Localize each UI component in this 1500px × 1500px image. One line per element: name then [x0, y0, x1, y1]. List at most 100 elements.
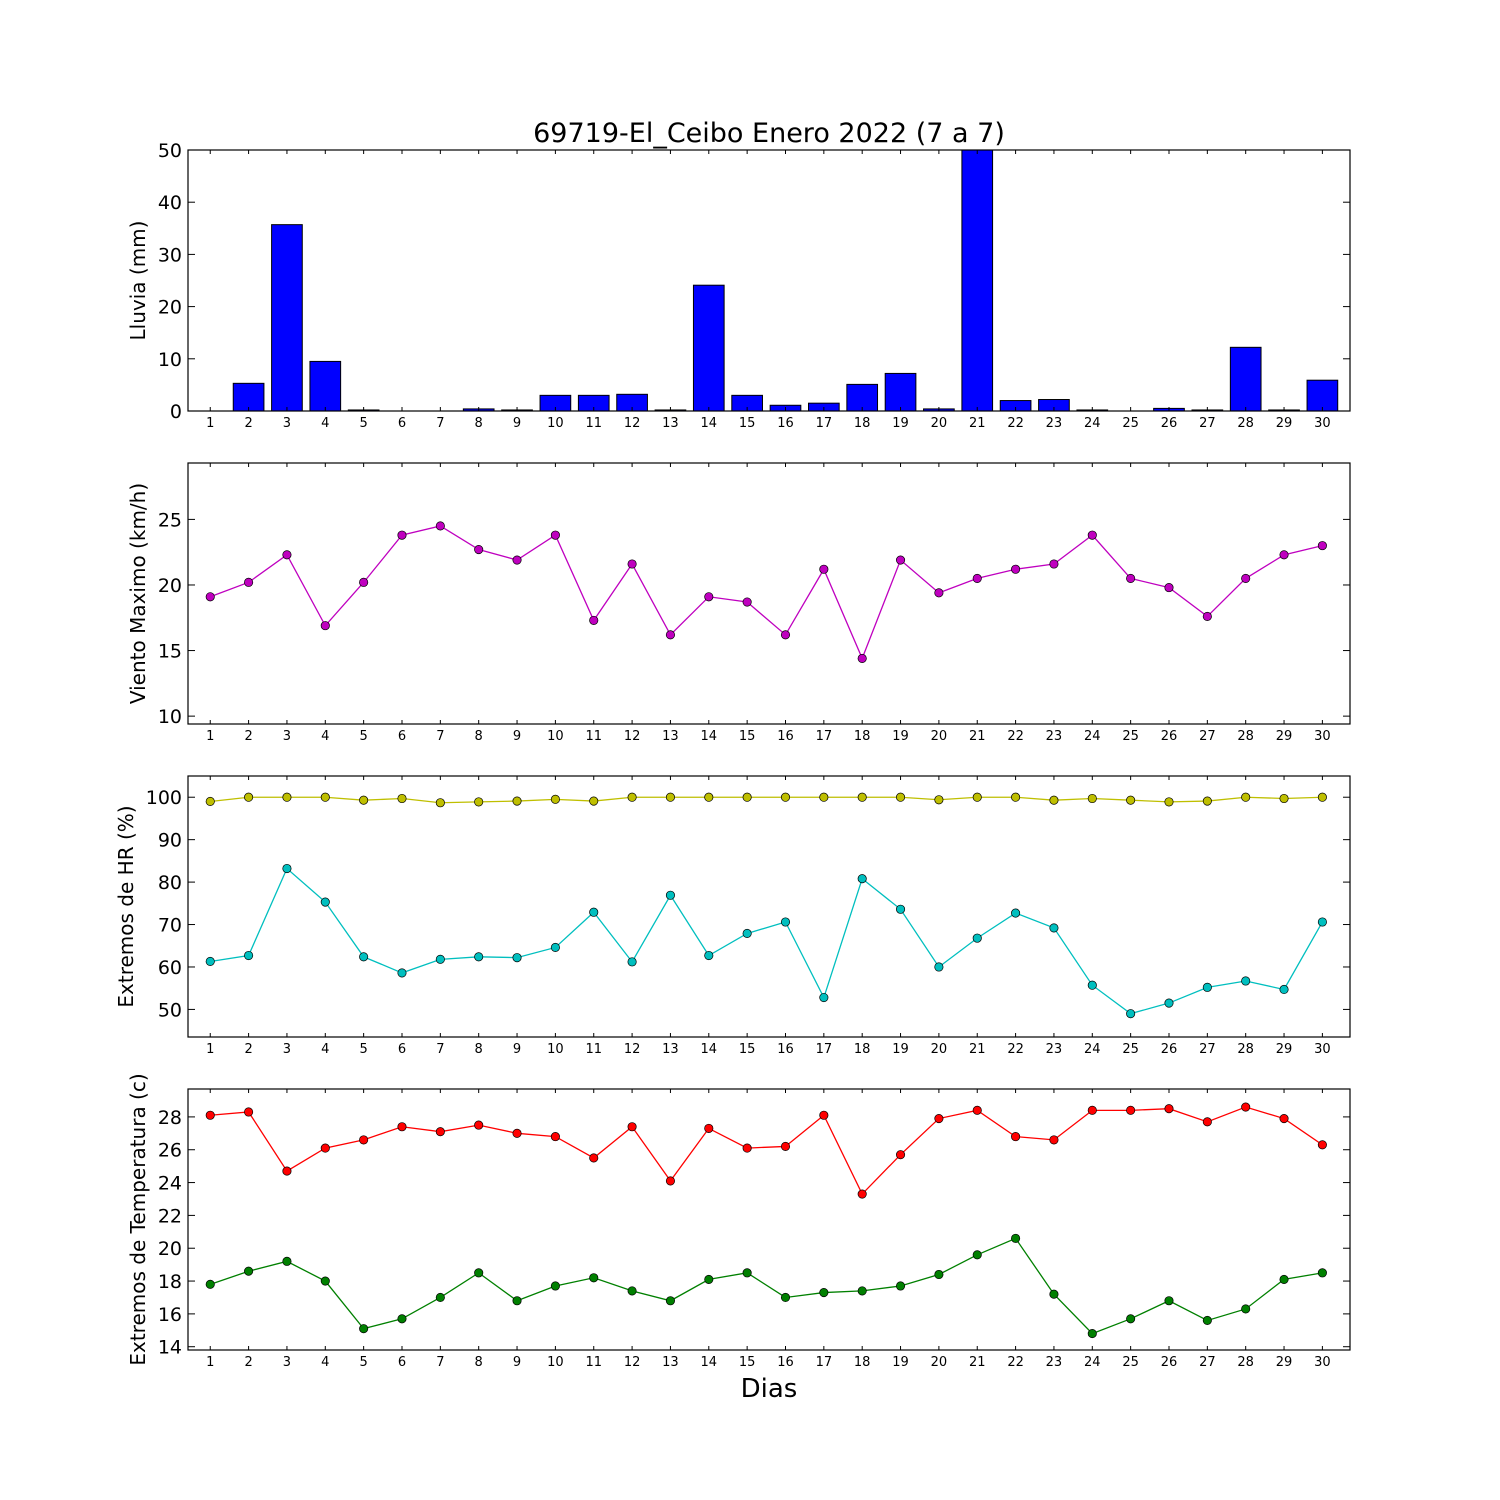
wind-x-tick-label: 22 — [1007, 729, 1024, 744]
temperature-point — [780, 1292, 791, 1303]
wind-x-tick-label: 23 — [1046, 729, 1063, 744]
humidity-point — [1126, 795, 1136, 805]
wind-point — [1317, 541, 1327, 551]
temperature-point — [1087, 1105, 1097, 1115]
humidity-point — [704, 792, 714, 802]
wind-point — [704, 592, 714, 602]
temperature-point — [244, 1107, 254, 1117]
wind-point — [205, 592, 215, 602]
humidity-x-tick-label: 19 — [892, 1042, 909, 1057]
humidity-x-tick-label: 12 — [624, 1042, 641, 1057]
wind-x-tick-label: 30 — [1314, 729, 1331, 744]
wind-x-tick-label: 14 — [701, 729, 718, 744]
rain-x-tick-label: 18 — [854, 416, 871, 431]
rain-x-tick-label: 19 — [892, 416, 909, 431]
humidity-x-tick-label: 17 — [816, 1042, 833, 1057]
wind-y-tick-label: 20 — [158, 575, 182, 597]
wind-x-tick-label: 28 — [1237, 729, 1254, 744]
temperature-x-tick-label: 23 — [1046, 1355, 1063, 1370]
temperature-point — [857, 1286, 867, 1296]
wind-point — [474, 545, 484, 555]
temperature-x-tick-label: 8 — [475, 1355, 483, 1370]
temperature-point — [359, 1135, 369, 1145]
rain-x-tick-label: 4 — [321, 416, 329, 431]
rain-x-tick-label: 17 — [816, 416, 833, 431]
temperature-x-tick-label: 24 — [1084, 1355, 1101, 1370]
humidity-point — [1241, 792, 1251, 802]
humidity-axes-frame — [187, 775, 1351, 1038]
humidity-x-tick-label: 13 — [662, 1042, 679, 1057]
wind-point — [320, 621, 330, 631]
temperature-x-tick-label: 18 — [854, 1355, 871, 1370]
wind-x-tick-label: 15 — [739, 729, 756, 744]
humidity-point — [244, 950, 254, 961]
rain-axes-frame — [187, 149, 1351, 412]
temperature-point — [589, 1273, 599, 1283]
humidity-point — [1011, 792, 1021, 802]
wind-point — [550, 530, 560, 540]
rain-x-tick-label: 23 — [1046, 416, 1063, 431]
rain-x-tick-label: 10 — [547, 416, 564, 431]
humidity-x-tick-label: 3 — [283, 1042, 291, 1057]
humidity-point — [320, 897, 330, 907]
temperature-point — [1279, 1274, 1289, 1284]
temperature-point — [819, 1110, 829, 1120]
wind-point — [1087, 530, 1097, 540]
humidity-point — [819, 992, 829, 1003]
rain-x-tick-label: 24 — [1084, 416, 1101, 431]
wind-point — [589, 615, 599, 625]
temperature-point — [1317, 1268, 1327, 1278]
temperature-point — [627, 1122, 637, 1132]
humidity-point — [359, 795, 369, 805]
temperature-x-tick-label: 15 — [739, 1355, 756, 1370]
temperature-point — [397, 1314, 407, 1324]
humidity-x-tick-label: 26 — [1161, 1042, 1178, 1057]
humidity-point — [435, 954, 445, 964]
temperature-point — [320, 1276, 330, 1286]
wind-point — [819, 564, 829, 574]
temperature-x-tick-label: 1 — [206, 1355, 214, 1370]
temperature-y-tick-label: 20 — [158, 1238, 182, 1260]
humidity-y-tick-label: 60 — [158, 957, 182, 979]
humidity-x-tick-label: 1 — [206, 1042, 214, 1057]
rain-x-tick-label: 27 — [1199, 416, 1216, 431]
rain-x-tick-label: 21 — [969, 416, 986, 431]
rain-bar — [884, 372, 917, 412]
temperature-point — [282, 1256, 292, 1266]
temperature-point — [972, 1250, 982, 1260]
temperature-point — [895, 1150, 906, 1160]
humidity-x-tick-label: 2 — [244, 1042, 252, 1057]
wind-y-tick-label: 15 — [158, 641, 182, 663]
temperature-point — [244, 1266, 254, 1276]
rain-y-tick-label: 30 — [158, 244, 182, 266]
temperature-x-tick-label: 16 — [777, 1355, 794, 1370]
temperature-y-tick-label: 14 — [158, 1337, 182, 1359]
wind-point — [359, 577, 369, 587]
temperature-point — [1049, 1289, 1059, 1299]
temperature-point — [1241, 1304, 1251, 1314]
temperature-x-tick-label: 19 — [892, 1355, 909, 1370]
wind-point — [1279, 550, 1289, 560]
humidity-point — [550, 794, 560, 804]
humidity-point — [1011, 908, 1021, 918]
temperature-x-tick-label: 27 — [1199, 1355, 1216, 1370]
temperature-x-tick-label: 26 — [1161, 1355, 1178, 1370]
humidity-point — [550, 942, 560, 952]
rain-x-tick-label: 7 — [436, 416, 444, 431]
temperature-point — [704, 1274, 714, 1284]
temperature-x-tick-label: 4 — [321, 1355, 329, 1370]
temperature-series-line — [210, 1237, 1323, 1335]
temperature-x-tick-label: 20 — [931, 1355, 948, 1370]
humidity-point — [742, 792, 752, 802]
temperature-x-tick-label: 12 — [624, 1355, 641, 1370]
wind-series-line — [210, 525, 1323, 661]
wind-y-axis-label: Viento Maximo (km/h) — [126, 483, 150, 704]
wind-point — [1126, 573, 1136, 583]
humidity-x-tick-label: 25 — [1122, 1042, 1139, 1057]
wind-x-tick-label: 29 — [1276, 729, 1293, 744]
humidity-series-line — [210, 796, 1323, 804]
wind-x-tick-label: 9 — [513, 729, 521, 744]
humidity-x-tick-label: 27 — [1199, 1042, 1216, 1057]
